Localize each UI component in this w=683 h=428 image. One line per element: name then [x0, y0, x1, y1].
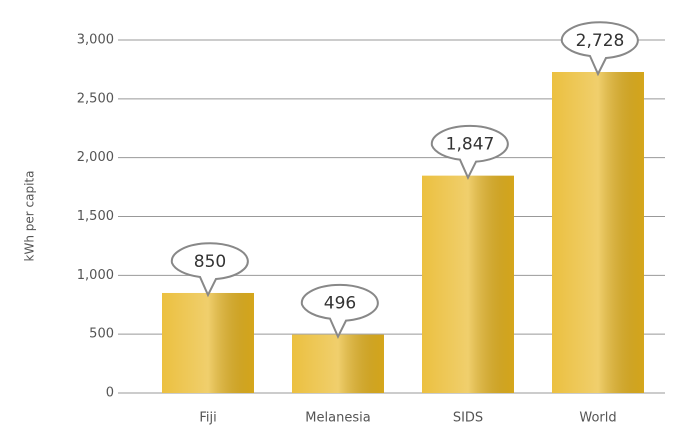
bar-shine — [162, 292, 254, 393]
y-tick-label: 2,500 — [77, 91, 114, 106]
x-tick-label: Fiji — [199, 411, 216, 426]
y-tick-label: 3,000 — [77, 33, 114, 48]
value-bubble — [170, 242, 249, 298]
value-bubble — [430, 124, 509, 181]
y-tick-label: 2,000 — [77, 150, 114, 165]
y-tick-label: 1,000 — [77, 268, 114, 283]
bar-shine — [292, 334, 384, 393]
x-tick-label: Melanesia — [305, 411, 370, 426]
y-tick-label: 0 — [106, 386, 114, 401]
value-label: 2,728 — [576, 31, 625, 51]
y-axis-label: kWh per capita — [23, 171, 37, 262]
bar-shine — [422, 175, 514, 393]
x-tick-label: World — [579, 411, 616, 426]
x-tick-label: SIDS — [453, 411, 483, 426]
y-tick-label: 500 — [89, 327, 114, 342]
value-label: 1,847 — [446, 135, 495, 155]
y-tick-label: 1,500 — [77, 209, 114, 224]
value-bubble — [300, 283, 379, 339]
bar-shine — [552, 72, 644, 393]
value-bubble — [560, 21, 639, 77]
value-label: 496 — [324, 294, 356, 314]
value-label: 850 — [194, 252, 226, 272]
